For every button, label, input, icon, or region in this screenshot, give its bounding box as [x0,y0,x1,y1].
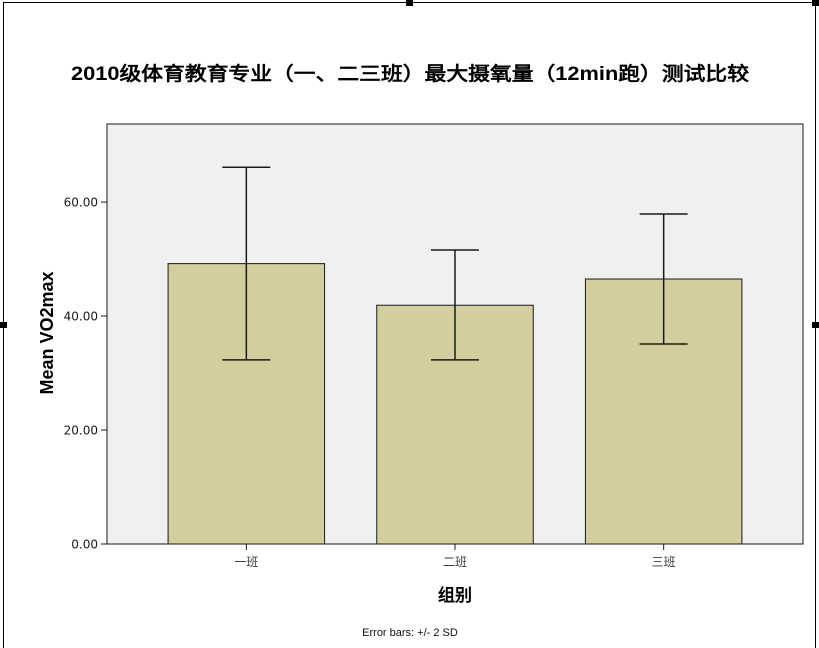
error-bar-note: Error bars: +/- 2 SD [362,627,458,639]
y-tick-label: 40.00 [64,310,98,324]
y-tick-label: 60.00 [64,196,98,210]
error-bar-group-1 [222,166,271,361]
error-bar-group-2 [431,249,479,361]
chart-title: 2010级体育教育专业（一、二三班）最大摄氧量（12min跑）测试比较 [71,62,749,85]
x-tick-label: 三班 [652,555,676,569]
error-bar-group-3 [639,213,688,345]
resize-handle-left[interactable] [0,322,7,328]
y-tick-label: 20.00 [64,424,98,438]
x-tick-label: 一班 [234,555,258,569]
resize-handle-top[interactable] [406,0,413,6]
resize-handle-top-right[interactable] [812,0,819,6]
x-axis: 一班 二班 三班 [234,544,676,569]
y-axis-label: Mean VO2max [37,271,57,394]
y-axis: 0.00 20.00 40.00 60.00 [64,196,107,552]
resize-handle-right[interactable] [812,322,819,328]
x-tick-label: 二班 [443,555,467,569]
x-axis-label: 组别 [438,585,472,606]
error-bars [222,166,688,361]
y-tick-label: 0.00 [71,538,98,552]
